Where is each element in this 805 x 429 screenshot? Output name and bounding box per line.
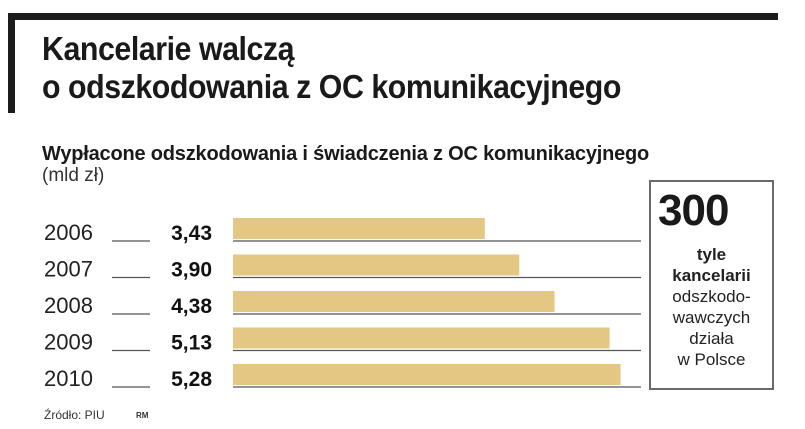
data-label: 5,13	[171, 332, 212, 355]
data-label: 4,38	[171, 295, 212, 318]
callout-bold-line: kancelarii	[672, 266, 751, 285]
frame-left-rule	[8, 13, 15, 113]
callout-line: odszkodo-	[672, 287, 751, 306]
frame-top-rule	[8, 13, 778, 20]
headline: Kancelarie walczą o odszkodowania z OC k…	[42, 30, 621, 106]
category-label: 2007	[44, 257, 93, 282]
source-note: Źródło: PIU	[44, 408, 105, 422]
bar	[233, 291, 555, 312]
callout-text: tyle kancelarii odszkodo- wawczych dział…	[651, 244, 772, 370]
bar	[233, 254, 520, 276]
headline-line-2: o odszkodowania z OC komunikacyjnego	[42, 68, 621, 105]
callout-line: wawczych	[672, 308, 751, 327]
data-label: 5,28	[171, 368, 212, 391]
chart-title: Wypłacone odszkodowania i świadczenia z …	[42, 143, 650, 165]
category-label: 2006	[44, 220, 93, 245]
bar	[233, 364, 621, 385]
headline-line-1: Kancelarie walczą	[42, 30, 295, 67]
category-label: 2009	[44, 330, 93, 355]
bar	[233, 327, 610, 349]
bar	[233, 218, 485, 239]
author-credit: RM	[136, 411, 149, 420]
callout-line: działa	[689, 329, 734, 348]
category-label: 2010	[44, 366, 93, 391]
callout-number: 300	[658, 186, 729, 235]
callout-bold-line: tyle	[696, 245, 727, 264]
chart-unit: (mld zł)	[42, 165, 105, 186]
callout-box: 300 tyle kancelarii odszkodo- wawczych d…	[649, 180, 774, 390]
category-label: 2008	[44, 293, 93, 318]
data-label: 3,43	[171, 222, 212, 245]
data-label: 3,90	[171, 259, 212, 282]
callout-line: w Polsce	[677, 350, 746, 369]
